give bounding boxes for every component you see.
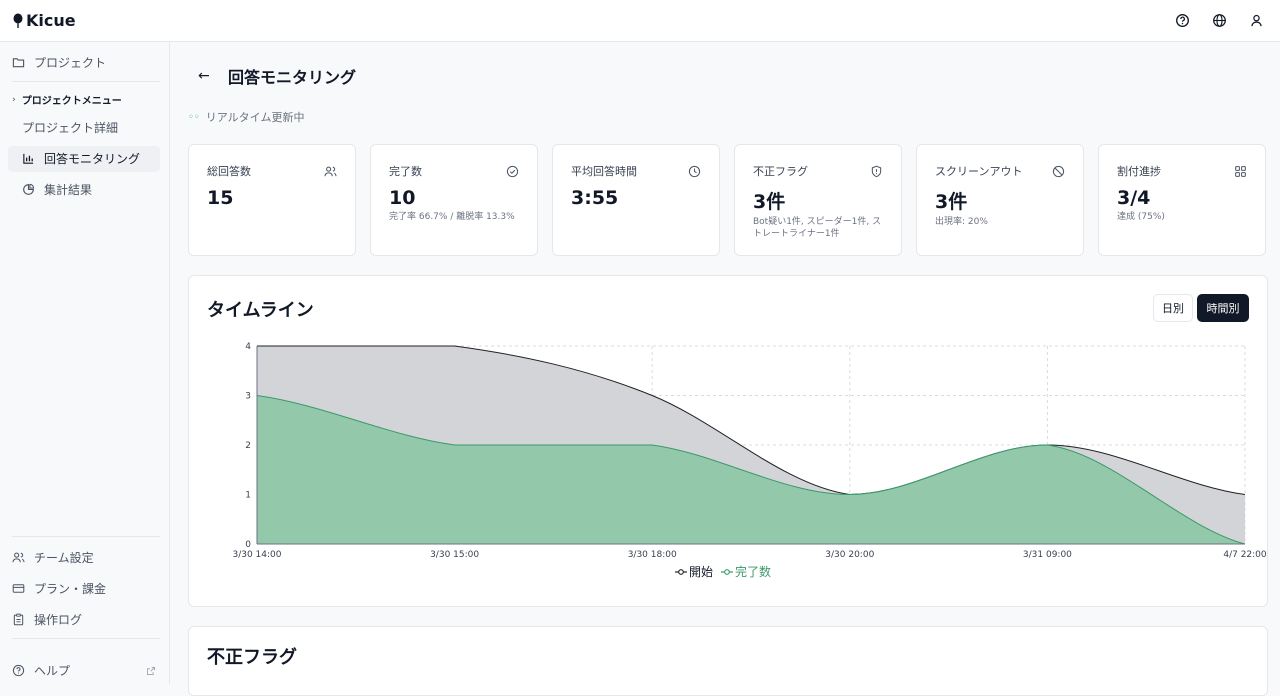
back-arrow-icon[interactable]: ←	[198, 68, 210, 84]
card-title: 完了数	[389, 165, 422, 178]
stat-card-quota: 割付進捗 3/4 達成 (75%)	[1098, 144, 1266, 256]
card-value: 3件	[753, 191, 786, 213]
y-tick-label: 4	[245, 342, 251, 352]
divider	[12, 536, 160, 537]
pie-chart-icon	[23, 183, 35, 195]
app-name: Kicue	[26, 11, 76, 30]
stat-card-total: 総回答数 15	[188, 144, 356, 256]
stat-card-completed: 完了数 10 完了率 66.7% / 離脱率 13.3%	[370, 144, 538, 256]
y-tick-label: 0	[245, 540, 251, 550]
ban-icon	[1052, 165, 1065, 178]
sidebar-item-label: チーム設定	[34, 551, 94, 565]
sidebar: プロジェクト › プロジェクトメニュー プロジェクト詳細 回答モニタリング 集計…	[0, 42, 170, 684]
sidebar-item-label: ヘルプ	[34, 664, 71, 678]
card-value: 3:55	[571, 187, 619, 209]
toggle-hourly-button[interactable]: 時間別	[1197, 294, 1249, 322]
timeline-panel: タイムライン 日別 時間別 0 1 2 3 4 3/30 14:00 3/30 15:00 3…	[188, 275, 1268, 607]
folder-icon	[12, 58, 25, 68]
x-tick-label: 3/31 09:00	[1023, 550, 1072, 560]
sidebar-item-monitoring[interactable]: 回答モニタリング	[22, 150, 140, 167]
fraud-panel: 不正フラグ	[188, 626, 1268, 696]
stat-card-fraud: 不正フラグ 3件 Bot疑い1件, スピーダー1件, ストレートライナー1件	[734, 144, 902, 256]
sidebar-item-log[interactable]: 操作ログ	[12, 611, 82, 628]
sidebar-item-label: 操作ログ	[34, 613, 83, 627]
x-tick-label: 3/30 20:00	[825, 550, 874, 560]
sidebar-item-label: 集計結果	[44, 183, 93, 197]
card-sub: 達成 (75%)	[1117, 212, 1165, 222]
legend-label: 開始	[689, 565, 713, 579]
main-content: ← 回答モニタリング ◦◦ リアルタイム更新中 総回答数 15 完了数 10 完…	[170, 42, 1280, 696]
card-value: 10	[389, 187, 416, 209]
card-sub: Bot疑い1件, スピーダー1件, ストレートライナー1件	[753, 217, 882, 239]
sidebar-item-label: プロジェクト	[34, 56, 107, 70]
card-title: 割付進捗	[1117, 165, 1161, 178]
user-icon[interactable]	[1249, 13, 1264, 28]
fraud-panel-title: 不正フラグ	[207, 647, 297, 668]
card-value: 15	[207, 187, 234, 209]
x-tick-label: 3/30 18:00	[628, 550, 677, 560]
balloon-icon	[13, 13, 23, 28]
bar-chart-icon	[23, 153, 34, 164]
card-title: 平均回答時間	[571, 165, 637, 178]
toggle-daily-button[interactable]: 日別	[1153, 294, 1193, 322]
y-tick-label: 2	[245, 441, 251, 451]
sidebar-item-help[interactable]: ヘルプ	[12, 662, 156, 679]
live-indicator-icon: ◦◦	[188, 111, 200, 123]
chevron-right-icon: ›	[12, 94, 16, 105]
timeline-chart: 0 1 2 3 4 3/30 14:00 3/30 15:00 3/30 18:00 3/30 …	[232, 342, 1267, 579]
sidebar-item-label: プロジェクト詳細	[22, 121, 119, 135]
legend-marker	[678, 569, 684, 575]
check-circle-icon	[506, 165, 519, 178]
sidebar-item-label: プラン・課金	[34, 582, 107, 596]
series-line-start	[257, 345, 1246, 496]
page-title: 回答モニタリング	[228, 68, 357, 87]
x-tick-label: 3/30 15:00	[430, 550, 479, 560]
app-logo[interactable]: Kicue	[12, 11, 76, 30]
sidebar-item-label: 回答モニタリング	[44, 152, 141, 166]
card-sub: 完了率 66.7% / 離脱率 13.3%	[389, 212, 515, 222]
card-title: 総回答数	[207, 165, 251, 178]
timeline-title: タイムライン	[207, 300, 314, 321]
help-circle-icon	[12, 664, 25, 677]
sidebar-item-billing[interactable]: プラン・課金	[12, 580, 106, 597]
top-bar: Kicue	[0, 0, 1280, 42]
globe-icon[interactable]	[1212, 13, 1227, 28]
grid-icon	[1235, 166, 1246, 177]
divider	[12, 638, 160, 639]
live-label: リアルタイム更新中	[205, 111, 305, 124]
area-complete	[257, 395, 1245, 544]
y-tick-label: 1	[245, 491, 251, 501]
project-menu-label: プロジェクトメニュー	[21, 96, 122, 107]
card-value: 3件	[935, 191, 968, 213]
project-menu-toggle[interactable]: › プロジェクトメニュー	[12, 92, 122, 108]
live-status: ◦◦ リアルタイム更新中	[188, 109, 304, 125]
active-indicator	[8, 146, 160, 172]
sidebar-item-projects[interactable]: プロジェクト	[12, 54, 106, 71]
stat-card-avg-time: 平均回答時間 3:55	[552, 144, 720, 256]
clock-icon	[688, 165, 701, 178]
divider	[12, 81, 160, 82]
help-icon[interactable]	[1175, 13, 1190, 28]
legend-label: 完了数	[735, 564, 771, 579]
series-line-complete	[256, 395, 1246, 545]
external-link-icon	[147, 666, 155, 675]
y-tick-label: 3	[245, 392, 251, 402]
card-title: 不正フラグ	[753, 165, 808, 178]
users-icon	[12, 552, 25, 563]
x-tick-label: 3/30 14:00	[232, 550, 281, 560]
sidebar-item-results[interactable]: 集計結果	[22, 181, 92, 198]
sidebar-item-project-detail[interactable]: プロジェクト詳細	[22, 119, 118, 136]
card-value: 3/4	[1117, 187, 1151, 209]
x-tick-label: 4/7 22:00	[1223, 550, 1267, 560]
legend-marker	[724, 569, 730, 575]
clipboard-icon	[13, 613, 24, 626]
card-sub: 出現率: 20%	[935, 217, 988, 227]
sidebar-item-team[interactable]: チーム設定	[12, 549, 94, 566]
users-icon	[324, 166, 337, 177]
shield-icon	[871, 165, 882, 178]
card-title: スクリーンアウト	[935, 165, 1023, 178]
credit-card-icon	[12, 584, 25, 593]
stat-card-screenout: スクリーンアウト 3件 出現率: 20%	[916, 144, 1084, 256]
